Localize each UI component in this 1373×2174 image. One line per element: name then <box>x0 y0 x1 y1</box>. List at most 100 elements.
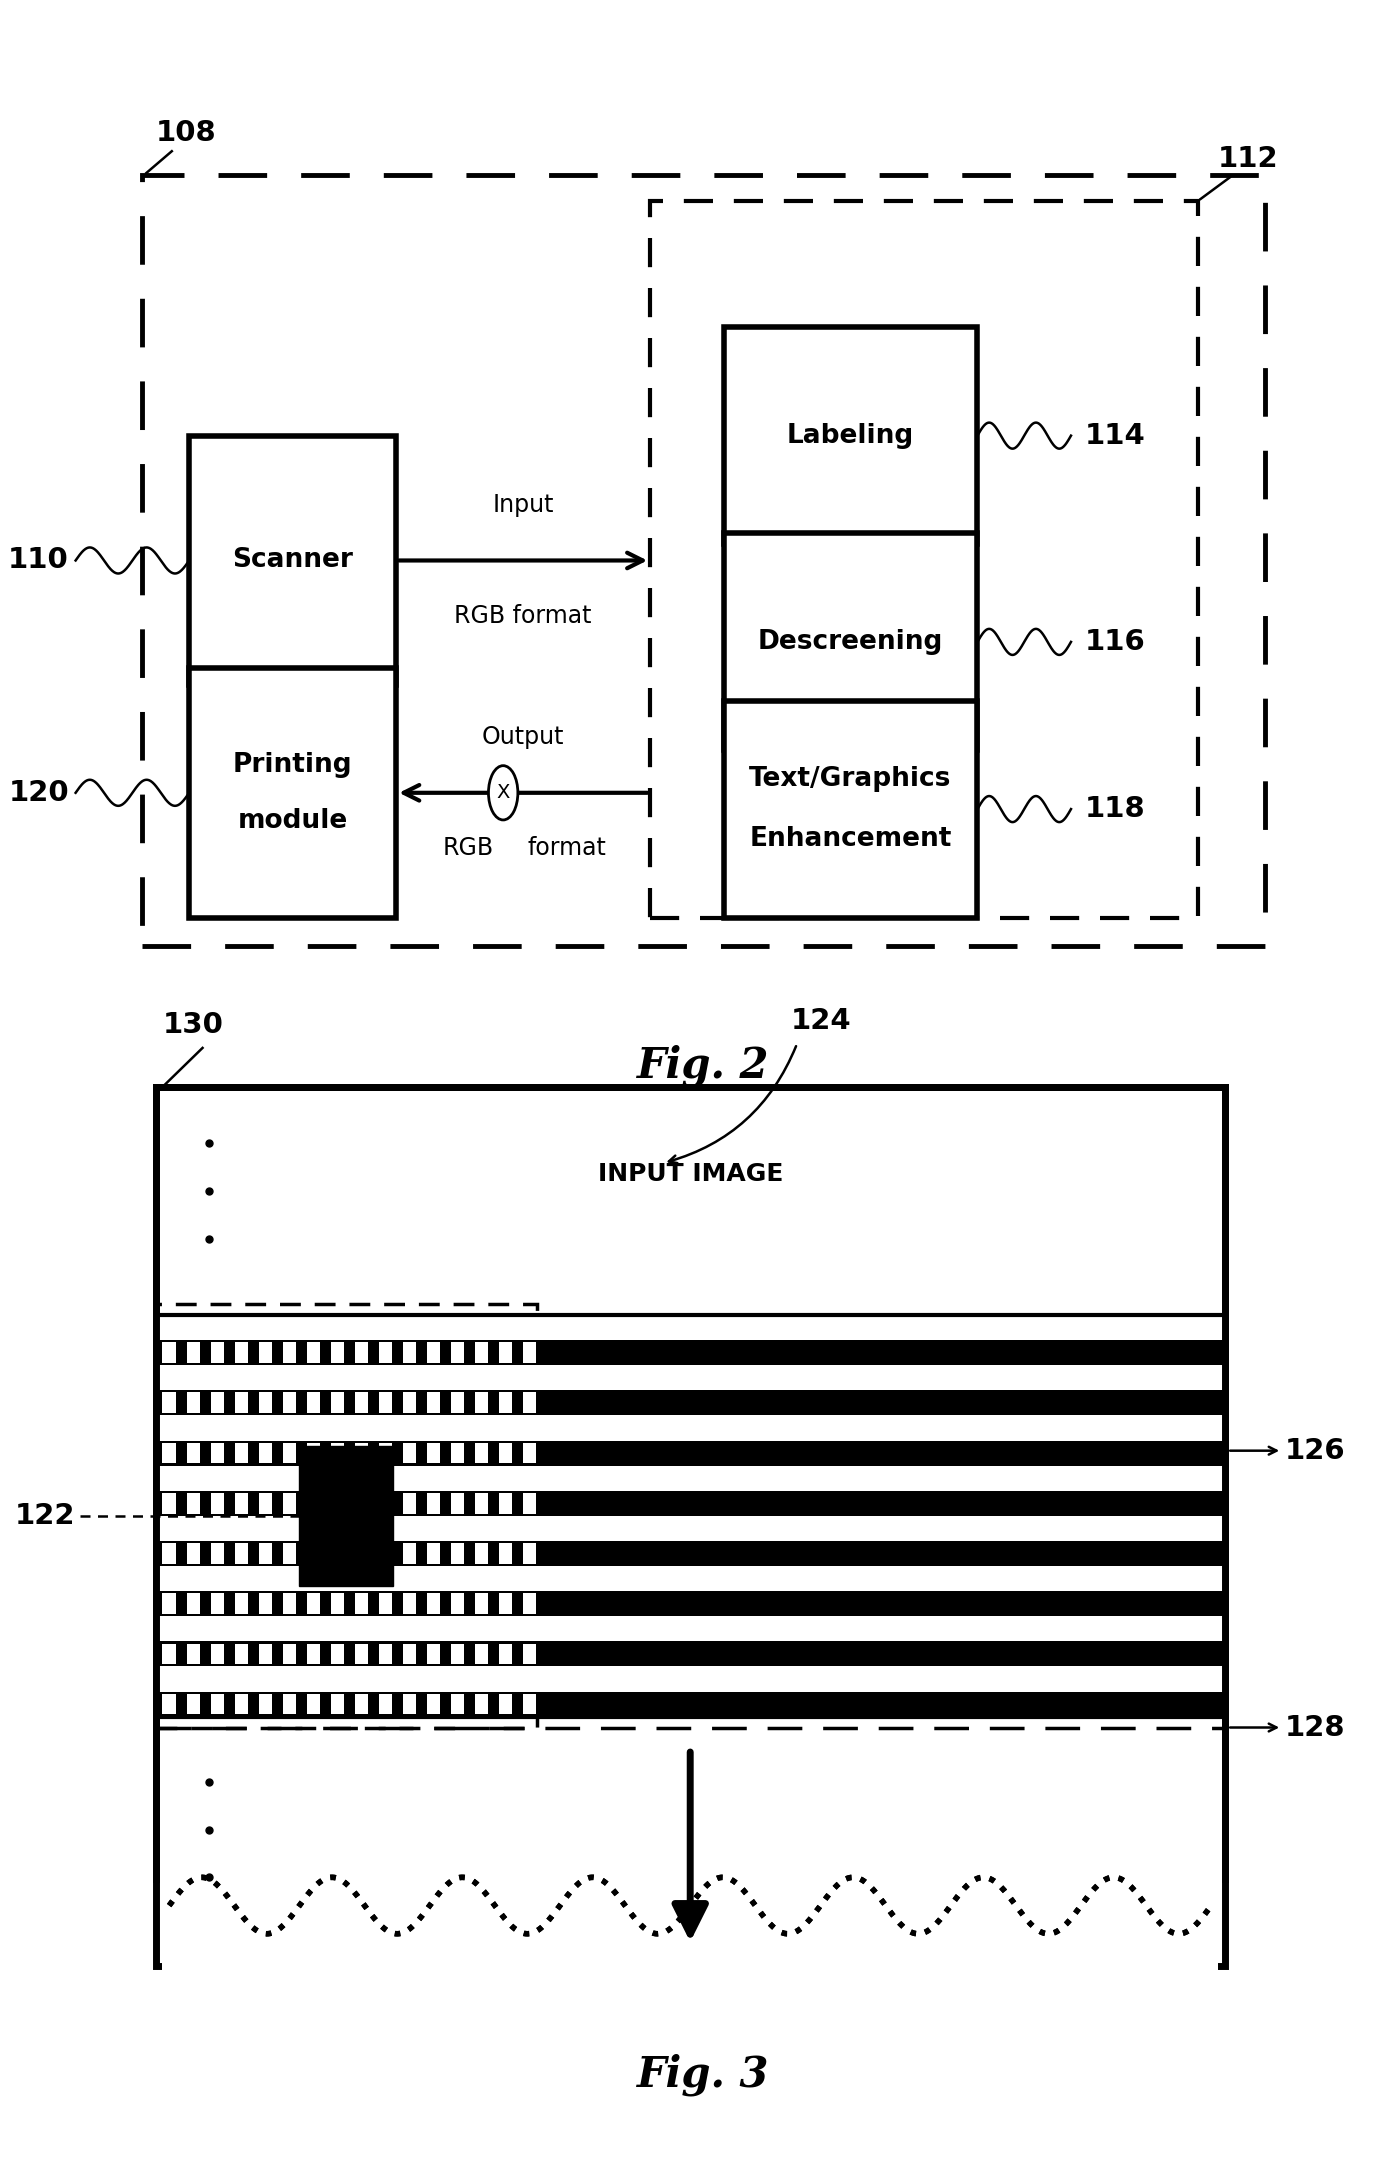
Bar <box>523 1494 537 1513</box>
Bar <box>427 1341 441 1363</box>
Bar <box>210 1644 224 1665</box>
Bar <box>155 1615 1225 1641</box>
Bar <box>427 1444 441 1463</box>
Bar <box>402 1694 416 1715</box>
Bar <box>283 1644 297 1665</box>
Bar <box>500 1644 512 1665</box>
Bar <box>402 1341 416 1363</box>
Bar <box>283 1594 297 1613</box>
Bar <box>427 1394 441 1413</box>
Bar <box>379 1694 393 1715</box>
Bar <box>283 1544 297 1563</box>
Text: Text/Graphics: Text/Graphics <box>750 765 951 791</box>
Bar <box>155 1339 1225 1365</box>
Bar <box>523 1594 537 1613</box>
Bar <box>379 1594 393 1613</box>
Bar <box>258 1341 272 1363</box>
Bar <box>162 1444 176 1463</box>
Bar <box>155 1541 1225 1565</box>
Bar <box>235 1694 249 1715</box>
Bar <box>475 1394 489 1413</box>
Text: 110: 110 <box>8 546 69 574</box>
Bar <box>331 1444 345 1463</box>
Bar <box>354 1644 368 1665</box>
Bar <box>475 1694 489 1715</box>
Bar <box>475 1594 489 1613</box>
Bar <box>210 1494 224 1513</box>
Text: X: X <box>497 783 509 802</box>
Bar <box>331 1594 345 1613</box>
Text: Output: Output <box>482 726 564 750</box>
Bar <box>258 1444 272 1463</box>
Bar <box>523 1694 537 1715</box>
Text: 120: 120 <box>8 778 69 807</box>
Bar <box>187 1594 199 1613</box>
Bar <box>210 1694 224 1715</box>
Bar <box>155 1441 1225 1465</box>
Bar <box>354 1394 368 1413</box>
Bar <box>306 1644 320 1665</box>
Bar <box>427 1644 441 1665</box>
Bar <box>155 1515 1225 1541</box>
Bar <box>187 1444 199 1463</box>
Bar <box>155 1465 1225 1491</box>
Text: INPUT IMAGE: INPUT IMAGE <box>597 1161 783 1185</box>
Bar <box>155 1591 1225 1615</box>
Bar <box>162 1694 176 1715</box>
Text: 114: 114 <box>1085 422 1145 450</box>
Bar <box>210 1544 224 1563</box>
Bar <box>306 1444 320 1463</box>
Bar <box>155 1391 1225 1415</box>
Bar <box>283 1394 297 1413</box>
Bar <box>162 1341 176 1363</box>
Bar <box>452 1694 464 1715</box>
Bar <box>452 1394 464 1413</box>
FancyBboxPatch shape <box>724 326 978 544</box>
Bar <box>523 1394 537 1413</box>
Text: 122: 122 <box>15 1502 76 1530</box>
Bar <box>258 1494 272 1513</box>
Text: Labeling: Labeling <box>787 422 914 448</box>
Bar <box>210 1444 224 1463</box>
Bar <box>187 1544 199 1563</box>
Bar <box>283 1494 297 1513</box>
Bar <box>523 1444 537 1463</box>
Text: 118: 118 <box>1085 796 1145 824</box>
Bar <box>235 1544 249 1563</box>
Text: 108: 108 <box>155 120 217 148</box>
Text: Fig. 2: Fig. 2 <box>637 1044 770 1087</box>
Text: module: module <box>238 809 347 835</box>
Bar <box>500 1494 512 1513</box>
Bar <box>427 1544 441 1563</box>
Text: 130: 130 <box>162 1011 224 1039</box>
Text: 112: 112 <box>1218 146 1278 174</box>
Bar <box>500 1694 512 1715</box>
Bar <box>523 1544 537 1563</box>
Bar <box>475 1444 489 1463</box>
Bar <box>283 1341 297 1363</box>
Bar <box>306 1341 320 1363</box>
Bar <box>379 1644 393 1665</box>
Bar <box>306 1594 320 1613</box>
Bar <box>452 1594 464 1613</box>
Bar <box>379 1444 393 1463</box>
Ellipse shape <box>489 765 518 820</box>
Bar <box>331 1544 345 1563</box>
Bar <box>354 1494 368 1513</box>
Bar <box>354 1694 368 1715</box>
Bar <box>187 1394 199 1413</box>
Bar <box>427 1694 441 1715</box>
Bar <box>235 1444 249 1463</box>
Bar <box>187 1694 199 1715</box>
Bar <box>354 1341 368 1363</box>
Bar <box>155 1641 1225 1667</box>
Bar <box>155 1365 1225 1391</box>
Bar <box>500 1341 512 1363</box>
Bar <box>306 1544 320 1563</box>
Bar <box>258 1644 272 1665</box>
Bar <box>402 1394 416 1413</box>
Bar <box>162 1494 176 1513</box>
Bar <box>306 1694 320 1715</box>
Bar <box>402 1494 416 1513</box>
Bar <box>402 1644 416 1665</box>
